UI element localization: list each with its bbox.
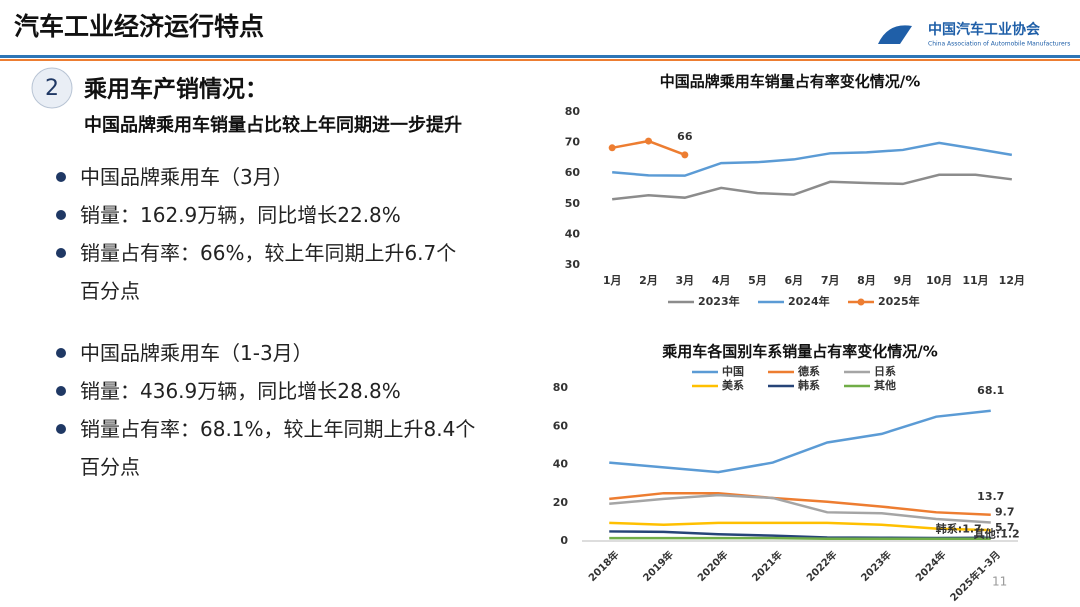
series-line (609, 491, 991, 517)
x-tick-label: 8月 (857, 274, 876, 287)
y-tick-label: 40 (565, 227, 581, 240)
legend-label: 2025年 (878, 294, 920, 308)
x-tick-label: 2020年 (695, 548, 731, 584)
chart-title: 乘用车各国别车系销量占有率变化情况/% (661, 343, 938, 361)
y-tick-label: 80 (553, 381, 569, 394)
y-tick-label: 80 (565, 105, 581, 118)
x-tick-label: 4月 (712, 274, 731, 287)
y-tick-label: 60 (565, 166, 581, 179)
section-subtitle: 中国品牌乘用车销量占比较上年同期进一步提升 (84, 114, 462, 136)
bullet: 销量：436.9万辆，同比增长28.8% (56, 372, 476, 410)
data-label: 66 (677, 130, 693, 143)
legend-label: 其他 (874, 378, 896, 392)
section-title: 乘用车产销情况： (83, 76, 268, 103)
legend-label: 韩系 (798, 378, 820, 392)
legend-label: 2023年 (698, 294, 740, 308)
point (608, 144, 616, 152)
bullet-group: 中国品牌乘用车（1-3月） 销量：436.9万辆，同比增长28.8% 销量占有率：6… (56, 334, 476, 486)
bullet: 销量占有率：66%，较上年同期上升6.7个百分点 (56, 234, 476, 310)
point (645, 137, 652, 145)
legend-label: 日系 (874, 364, 896, 378)
x-tick-label: 5月 (748, 274, 767, 287)
legend-label: 德系 (797, 364, 820, 378)
legend-label: 2024年 (788, 294, 830, 308)
y-tick-label: 0 (560, 534, 568, 547)
x-tick-label: 6月 (785, 274, 804, 287)
header-rule-accent (0, 59, 1080, 61)
x-tick-label: 2021年 (749, 548, 785, 584)
page-number: 11 (992, 575, 1007, 589)
x-tick-label: 2月 (639, 274, 658, 287)
bullet: 中国品牌乘用车（3月） (56, 158, 476, 196)
y-tick-label: 60 (553, 419, 569, 432)
data-label: 68.1 (977, 384, 1004, 397)
legend-label: 中国 (722, 364, 744, 378)
series-line (609, 493, 991, 524)
series-line (612, 141, 1013, 177)
series-line (609, 409, 991, 474)
bullet: 销量：162.9万辆，同比增长22.8% (56, 196, 476, 234)
x-tick-label: 3月 (676, 274, 695, 287)
y-tick-label: 70 (565, 136, 581, 149)
logo-subtext: China Association of Automobile Manufact… (928, 41, 1070, 48)
logo-mark (878, 25, 912, 44)
x-tick-label: 2024年 (913, 548, 949, 584)
x-tick-label: 7月 (821, 274, 840, 287)
x-tick-label: 10月 (926, 274, 952, 287)
series-line (609, 536, 991, 540)
section-number: 2 (45, 76, 59, 101)
header-title: 汽车工业经济运行特点 (14, 12, 264, 41)
data-label: 其他:1.2 (974, 527, 1020, 541)
y-tick-label: 50 (565, 197, 581, 210)
section-badge (31, 67, 73, 109)
x-tick-label: 2022年 (804, 548, 840, 584)
data-label: 5.7 (995, 521, 1015, 534)
x-tick-label: 12月 (999, 274, 1025, 287)
x-tick-label: 1月 (603, 274, 622, 287)
logo-text: 中国汽车工业协会 (928, 21, 1041, 38)
x-tick-label: 2023年 (858, 548, 894, 584)
bullet: 销量占有率：68.1%，较上年同期上升8.4个百分点 (56, 410, 476, 486)
series-line (612, 173, 1012, 201)
point (681, 151, 689, 159)
y-tick-label: 30 (565, 258, 581, 271)
x-tick-label: 2019年 (640, 548, 676, 584)
header-rule (0, 55, 1080, 58)
y-tick-label: 40 (553, 458, 569, 471)
y-tick-label: 20 (553, 496, 569, 509)
legend-marker (857, 298, 865, 306)
x-tick-label: 2018年 (586, 548, 622, 584)
bullet-group: 中国品牌乘用车（3月） 销量：162.9万辆，同比增长22.8% 销量占有率：66%… (56, 158, 476, 310)
chart-title: 中国品牌乘用车销量占有率变化情况/% (660, 73, 921, 91)
series-line (609, 521, 991, 532)
data-label: 韩系:1.7 (936, 522, 982, 536)
legend-label: 美系 (722, 378, 744, 392)
data-label: 13.7 (977, 490, 1004, 503)
data-label: 9.7 (995, 505, 1015, 518)
x-tick-label: 9月 (894, 274, 913, 287)
bullet: 中国品牌乘用车（1-3月） (56, 334, 476, 372)
x-tick-label: 11月 (962, 274, 988, 287)
